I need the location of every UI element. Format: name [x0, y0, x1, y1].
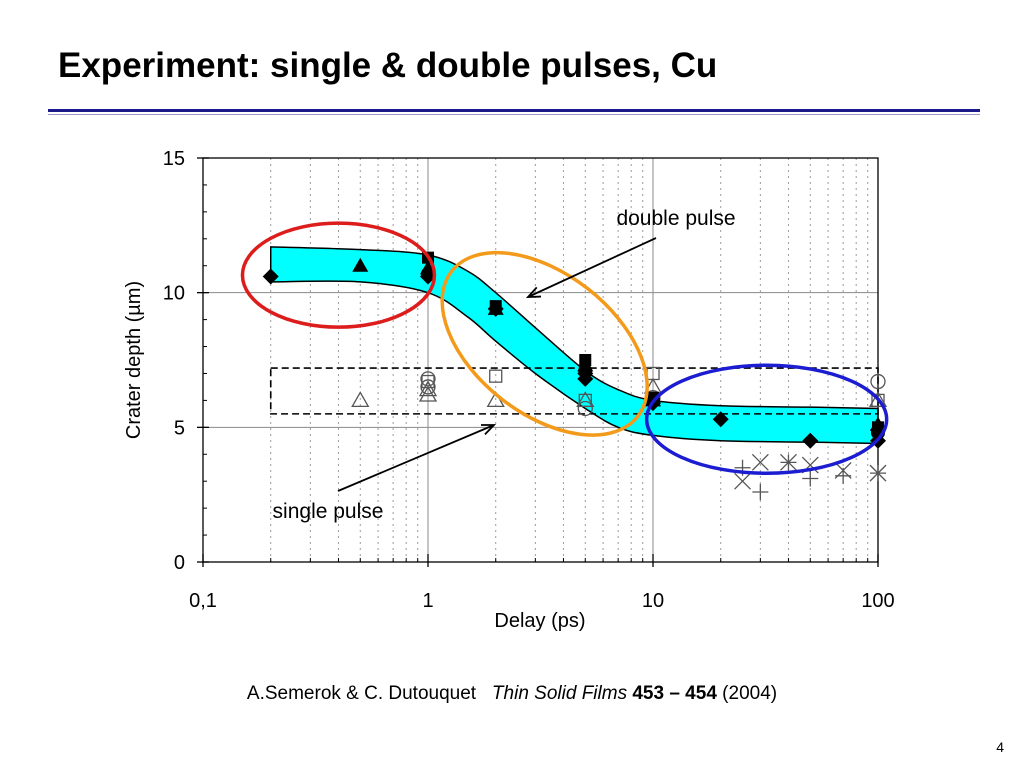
- y-tick-label: 10: [163, 283, 185, 305]
- marker-circle-open: [577, 400, 593, 417]
- citation-journal: Thin Solid Films: [491, 683, 628, 704]
- marker-triangle: [352, 257, 369, 272]
- marker-circle-open: [420, 371, 436, 387]
- citation-volume: 453 – 454: [632, 683, 717, 704]
- marker-square-open: [578, 393, 592, 408]
- title-rule: [48, 109, 980, 112]
- citation: A.Semerok & C. Dutouquet Thin Solid Film…: [0, 683, 1024, 705]
- marker-plus: [802, 470, 819, 487]
- highlight-ellipses: [240, 221, 889, 476]
- y-axis-label: Crater depth (µm): [123, 281, 145, 439]
- x-axis-label: Delay (ps): [494, 610, 585, 632]
- plot-border: [202, 157, 879, 563]
- marker-plus: [870, 465, 886, 482]
- single-pulse-arrow-line: [337, 424, 495, 492]
- annotation-arrows: [337, 237, 657, 492]
- plot-frame: [197, 157, 879, 567]
- marker-triangle-open: [418, 385, 438, 402]
- double-pulse-arrow-line: [527, 237, 657, 298]
- y-tick-labels: 0 5 10 15: [163, 148, 185, 574]
- marker-circle-open: [870, 373, 886, 390]
- marker-triangle-open: [418, 380, 438, 397]
- marker-diamond: [420, 268, 436, 285]
- x-tick-label: 10: [642, 590, 664, 612]
- marker-diamond: [262, 268, 279, 285]
- title-rule-thin: [48, 114, 980, 115]
- x-tick-label: 100: [861, 590, 894, 612]
- marker-cross: [751, 453, 769, 471]
- marker-cross: [734, 472, 751, 490]
- marker-plus: [780, 454, 797, 471]
- marker-plus: [752, 483, 769, 500]
- x-tick-labels: 0,1 1 10 100: [189, 590, 895, 612]
- marker-square-open: [489, 369, 503, 383]
- slide-title: Experiment: single & double pulses, Cu: [58, 46, 718, 85]
- marker-plus: [835, 467, 852, 484]
- orange-ellipse: [440, 250, 649, 437]
- marker-square-open: [421, 374, 435, 389]
- x-tick-label: 0,1: [189, 590, 217, 612]
- page-number: 4: [996, 739, 1004, 755]
- marker-diamond: [712, 411, 729, 428]
- marker-square: [579, 354, 592, 366]
- marker-triangle-open: [351, 391, 370, 408]
- marker-diamond: [802, 432, 819, 449]
- single-pulse-label: single pulse: [273, 500, 384, 523]
- single-pulse-arrow-head: [480, 424, 497, 435]
- citation-authors: A.Semerok & C. Dutouquet: [246, 683, 477, 704]
- y-tick-label: 5: [174, 417, 185, 439]
- y-tick-label: 15: [163, 148, 185, 170]
- marker-circle-open: [420, 379, 436, 395]
- blue-ellipse: [644, 363, 889, 476]
- marker-square-open: [871, 393, 885, 408]
- y-tick-label: 0: [174, 552, 185, 574]
- marker-diamond: [487, 300, 504, 317]
- x-tick-label: 1: [422, 590, 433, 612]
- red-ellipse: [240, 221, 437, 329]
- double-pulse-label: double pulse: [616, 207, 735, 230]
- double-pulse-arrow-head: [525, 286, 542, 298]
- citation-year: (2004): [722, 683, 778, 704]
- marker-diamond: [577, 370, 594, 387]
